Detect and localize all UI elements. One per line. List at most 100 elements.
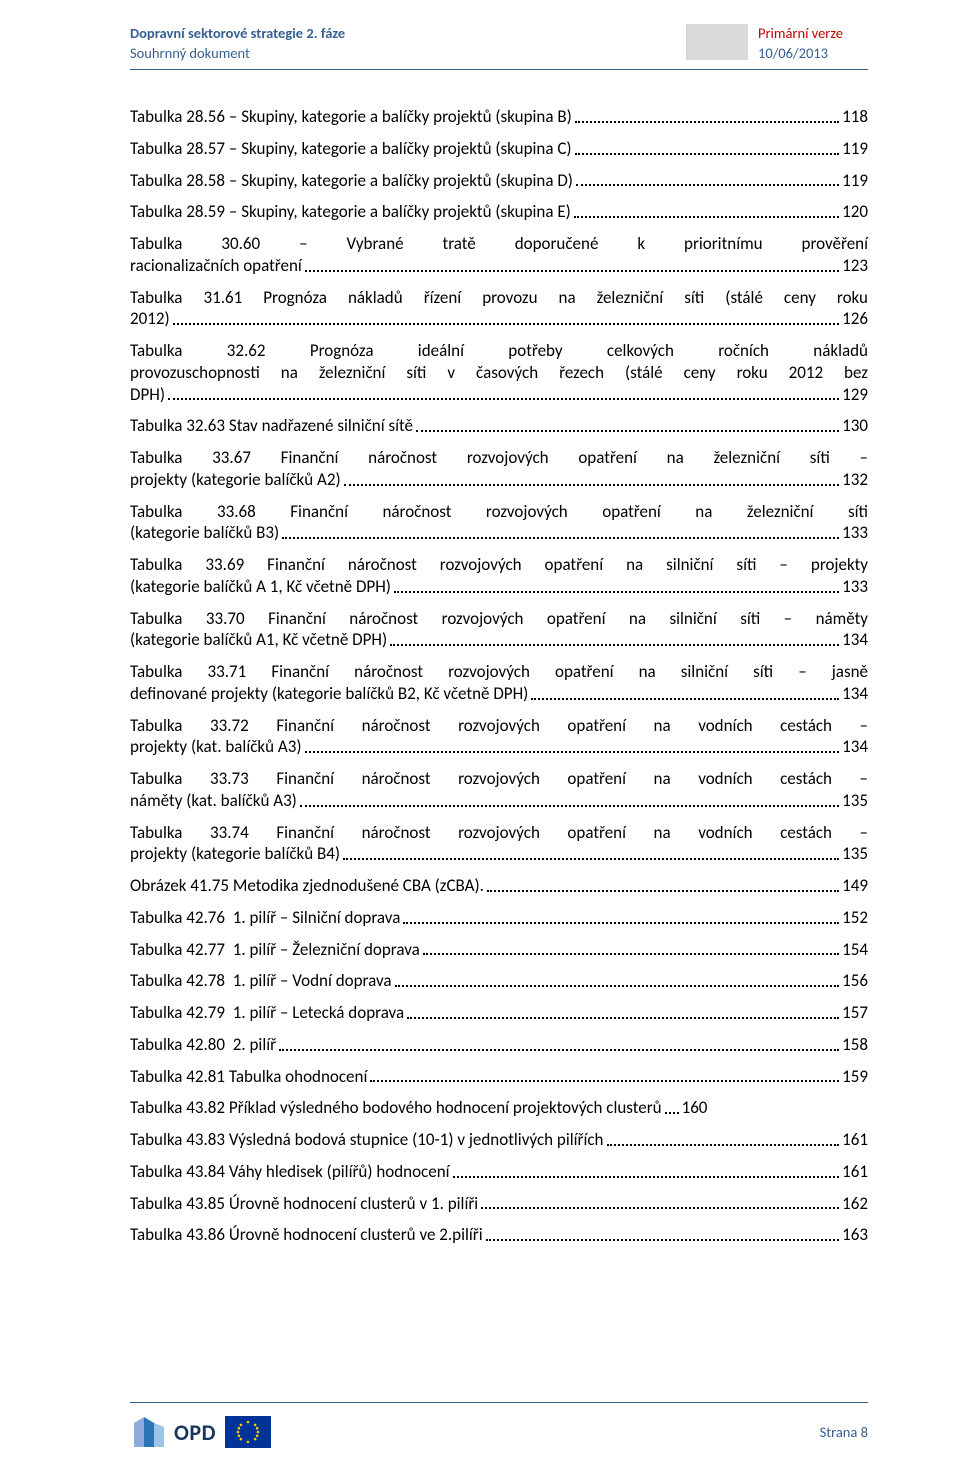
opd-icon xyxy=(130,1413,168,1451)
toc-entry: Tabulka 43.84 Váhy hledisek (pilířů) hod… xyxy=(130,1161,868,1183)
toc-entry-label: (kategorie balíčků A 1, Kč včetně DPH) xyxy=(130,576,391,598)
toc-entry: Tabulka 33.72 Finanční náročnost rozvojo… xyxy=(130,715,868,759)
toc-leader xyxy=(416,430,839,432)
toc-entry-lastline: 2012) 126 xyxy=(130,308,868,330)
toc-leader xyxy=(394,591,839,593)
toc-leader xyxy=(453,1176,840,1178)
toc-entry: Tabulka 42.81 Tabulka ohodnocení159 xyxy=(130,1066,868,1088)
toc-page-number: 120 xyxy=(842,201,868,223)
toc-entry-label: provozuschopnosti na železniční síti v č… xyxy=(130,362,868,384)
toc-entry-label: Obrázek 41.75 Metodika zjednodušené CBA … xyxy=(130,875,484,897)
page-header: Dopravní sektorové strategie 2. fáze Sou… xyxy=(130,24,868,63)
toc-leader xyxy=(423,953,839,955)
toc-leader xyxy=(173,323,840,325)
header-subtitle: Souhrnný dokument xyxy=(130,44,686,64)
toc-entry-label: Tabulka 33.73 Finanční náročnost rozvojo… xyxy=(130,768,868,790)
toc-page-number: 160 xyxy=(682,1097,708,1119)
toc-page-number: 134 xyxy=(842,629,868,651)
toc-leader xyxy=(574,216,839,218)
toc-entry-label: Tabulka 42.79 1. pilíř – Letecká doprava xyxy=(130,1002,404,1024)
toc-entry: Tabulka 28.58 – Skupiny, kategorie a bal… xyxy=(130,170,868,192)
toc-entry-label: Tabulka 31.61 Prognóza nákladů řízení pr… xyxy=(130,287,868,309)
toc-leader xyxy=(531,698,839,700)
toc-entry-label: Tabulka 33.69 Finanční náročnost rozvojo… xyxy=(130,554,868,576)
toc-page-number: 119 xyxy=(842,170,868,192)
toc-entry-label: projekty (kategorie balíčků B4) xyxy=(130,843,340,865)
toc-entry-label: Tabulka 33.68 Finanční náročnost rozvojo… xyxy=(130,501,868,523)
toc-entry-label: Tabulka 43.83 Výsledná bodová stupnice (… xyxy=(130,1129,604,1151)
toc-entry-label: Tabulka 30.60 – Vybrané tratě doporučené… xyxy=(130,233,868,255)
toc-entry-lastline: DPH)129 xyxy=(130,384,868,406)
toc-entry: Tabulka 33.67 Finanční náročnost rozvojo… xyxy=(130,447,868,491)
toc-page-number: 157 xyxy=(842,1002,868,1024)
toc-page-number: 135 xyxy=(842,843,868,865)
toc-entry: Tabulka 42.79 1. pilíř – Letecká doprava… xyxy=(130,1002,868,1024)
toc-entry-label: Tabulka 28.58 – Skupiny, kategorie a bal… xyxy=(130,170,573,192)
toc-entry-lastline: definované projekty (kategorie balíčků B… xyxy=(130,683,868,705)
toc-leader xyxy=(395,985,840,987)
toc-entry-label: Tabulka 43.86 Úrovně hodnocení clusterů … xyxy=(130,1224,483,1246)
toc-page-number: 119 xyxy=(842,138,868,160)
toc-entry: Tabulka 28.59 – Skupiny, kategorie a bal… xyxy=(130,201,868,223)
toc-leader xyxy=(168,398,839,400)
toc-leader xyxy=(344,484,839,486)
toc-leader xyxy=(279,1049,839,1051)
toc-entry: Tabulka 33.68 Finanční náročnost rozvojo… xyxy=(130,501,868,545)
toc-entry-label: Tabulka 42.77 1. pilíř – Železniční dopr… xyxy=(130,939,420,961)
toc-page-number: 130 xyxy=(842,415,868,437)
toc-page-number: 161 xyxy=(842,1129,868,1151)
toc-entry-label: racionalizačních opatření xyxy=(130,255,302,277)
toc-entry-label: Tabulka 32.63 Stav nadřazené silniční sí… xyxy=(130,415,413,437)
toc-leader xyxy=(576,184,839,186)
toc-entry-label: Tabulka 33.67 Finanční náročnost rozvojo… xyxy=(130,447,868,469)
toc-entry: Tabulka 28.56 – Skupiny, kategorie a bal… xyxy=(130,106,868,128)
toc-entry: Tabulka 33.74 Finanční náročnost rozvojo… xyxy=(130,822,868,866)
toc-page-number: 126 xyxy=(842,308,868,330)
toc-leader xyxy=(487,890,839,892)
toc-leader xyxy=(575,121,839,123)
toc-entry-label: 2012) xyxy=(130,308,170,330)
toc-leader xyxy=(665,1112,679,1114)
toc-entry-lastline: (kategorie balíčků A 1, Kč včetně DPH) 13… xyxy=(130,576,868,598)
toc-page-number: 123 xyxy=(842,255,868,277)
toc-entry-lastline: náměty (kat. balíčků A3)135 xyxy=(130,790,868,812)
toc-leader xyxy=(607,1144,840,1146)
toc-page-number: 134 xyxy=(842,736,868,758)
toc-entry: Tabulka 33.73 Finanční náročnost rozvojo… xyxy=(130,768,868,812)
toc-entry-lastline: projekty (kat. balíčků A3)134 xyxy=(130,736,868,758)
toc-page-number: 132 xyxy=(842,469,868,491)
toc-entry-label: Tabulka 33.70 Finanční náročnost rozvojo… xyxy=(130,608,868,630)
toc-entry: Tabulka 43.82 Příklad výsledného bodovéh… xyxy=(130,1097,868,1119)
toc-entry-label: Tabulka 42.76 1. pilíř – Silniční doprav… xyxy=(130,907,400,929)
toc-entry-lastline: projekty (kategorie balíčků B4) 135 xyxy=(130,843,868,865)
toc-entry-label: Tabulka 33.72 Finanční náročnost rozvojo… xyxy=(130,715,868,737)
footer-rule xyxy=(130,1402,868,1403)
toc-page-number: 162 xyxy=(842,1193,868,1215)
toc-leader xyxy=(370,1080,839,1082)
toc-page-number: 161 xyxy=(842,1161,868,1183)
toc-page-number: 134 xyxy=(842,683,868,705)
toc-page-number: 133 xyxy=(842,576,868,598)
toc-entry-label: náměty (kat. balíčků A3) xyxy=(130,790,297,812)
toc-leader xyxy=(305,270,839,272)
toc-entry: Tabulka 42.77 1. pilíř – Železniční dopr… xyxy=(130,939,868,961)
toc-leader xyxy=(343,858,839,860)
toc-page-number: 149 xyxy=(842,875,868,897)
eu-flag-icon xyxy=(224,1415,272,1449)
toc-entry-label: Tabulka 42.80 2. pilíř xyxy=(130,1034,276,1056)
toc-leader xyxy=(486,1239,840,1241)
toc-page-number: 118 xyxy=(842,106,868,128)
toc-entry-label: (kategorie balíčků A1, Kč včetně DPH) xyxy=(130,629,387,651)
toc-entry: Tabulka 33.71 Finanční náročnost rozvojo… xyxy=(130,661,868,705)
toc-page-number: 163 xyxy=(842,1224,868,1246)
table-of-contents: Tabulka 28.56 – Skupiny, kategorie a bal… xyxy=(130,106,868,1246)
toc-entry: Tabulka 43.86 Úrovně hodnocení clusterů … xyxy=(130,1224,868,1246)
toc-page-number: 129 xyxy=(842,384,868,406)
toc-entry: Tabulka 32.62 Prognóza ideální potřeby c… xyxy=(130,340,868,405)
toc-page-number: 152 xyxy=(842,907,868,929)
header-left: Dopravní sektorové strategie 2. fáze Sou… xyxy=(130,24,686,63)
opd-logo: OPD xyxy=(130,1413,216,1451)
toc-entry: Tabulka 30.60 – Vybrané tratě doporučené… xyxy=(130,233,868,277)
toc-leader xyxy=(305,751,840,753)
toc-leader xyxy=(282,537,839,539)
